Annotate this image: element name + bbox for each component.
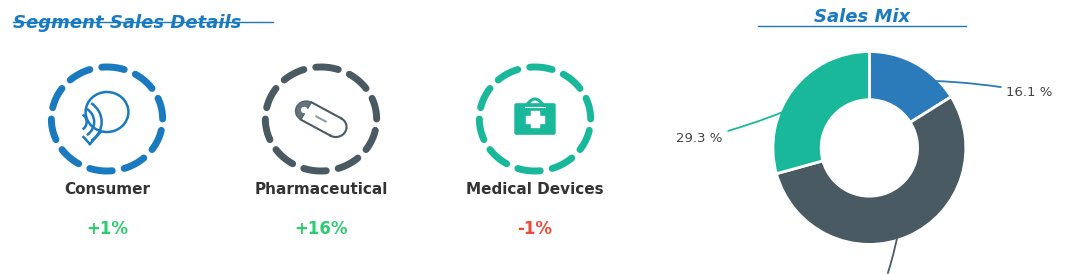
Circle shape bbox=[302, 107, 307, 112]
Text: Medical Devices: Medical Devices bbox=[467, 181, 603, 196]
Wedge shape bbox=[773, 52, 870, 174]
Text: 54.6 %: 54.6 % bbox=[860, 221, 907, 274]
Text: Segment Sales Details: Segment Sales Details bbox=[13, 14, 241, 32]
Text: Consumer: Consumer bbox=[64, 181, 150, 196]
Wedge shape bbox=[869, 52, 951, 122]
Text: +1%: +1% bbox=[86, 220, 128, 238]
Circle shape bbox=[305, 110, 310, 115]
Polygon shape bbox=[331, 118, 347, 137]
FancyBboxPatch shape bbox=[514, 102, 556, 136]
Text: +16%: +16% bbox=[294, 220, 348, 238]
Text: -1%: -1% bbox=[518, 220, 552, 238]
Text: Sales Mix: Sales Mix bbox=[814, 8, 911, 26]
Polygon shape bbox=[295, 101, 311, 120]
Text: 29.3 %: 29.3 % bbox=[676, 102, 806, 145]
Wedge shape bbox=[777, 97, 966, 244]
Text: 16.1 %: 16.1 % bbox=[910, 81, 1053, 99]
Text: Pharmaceutical: Pharmaceutical bbox=[255, 181, 387, 196]
